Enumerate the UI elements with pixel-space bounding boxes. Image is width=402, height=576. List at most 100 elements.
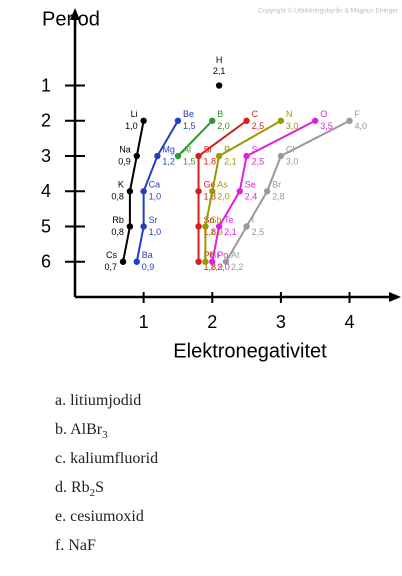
point	[209, 258, 216, 265]
point	[195, 152, 202, 160]
element-label: Sr	[149, 215, 158, 225]
point	[154, 152, 161, 160]
element-label: As	[217, 180, 228, 190]
value-label: 2,0	[217, 262, 230, 272]
point	[215, 223, 223, 230]
element-label: Ge	[204, 180, 216, 190]
element-label: Se	[245, 180, 256, 190]
x-axis-label: Elektronegativitet	[173, 340, 327, 362]
point	[209, 117, 216, 124]
element-label: F	[355, 109, 361, 119]
element-label: Na	[119, 144, 131, 154]
element-label: P	[224, 144, 230, 154]
value-label: 3,0	[286, 121, 299, 131]
value-label: 1,8	[204, 156, 217, 166]
element-label: N	[286, 109, 293, 119]
point	[195, 223, 202, 230]
element-label: Ba	[142, 250, 153, 260]
value-label: 1,9	[210, 262, 223, 272]
point	[202, 258, 209, 265]
value-label: 2,8	[272, 192, 285, 202]
list-item: c. kaliumfluorid	[55, 444, 158, 473]
element-label: C	[252, 109, 259, 119]
element-label: Sn	[204, 215, 215, 225]
element-label: Sb	[210, 215, 221, 225]
element-label: Ca	[149, 180, 161, 190]
point	[202, 223, 209, 230]
element-label: Be	[183, 109, 194, 119]
x-tick-label: 4	[345, 312, 355, 332]
point	[195, 258, 202, 265]
point	[243, 117, 250, 124]
item-text: S	[95, 479, 105, 496]
value-label: 2,5	[252, 156, 265, 166]
element-label: Rb	[112, 215, 124, 225]
y-tick-label: 1	[41, 75, 51, 95]
list-item: b. AlBr3	[55, 415, 158, 444]
value-label: 0,7	[105, 262, 118, 272]
element-label: S	[252, 144, 258, 154]
item-text: a. litiumjodid	[55, 392, 142, 409]
element-label: Al	[183, 144, 191, 154]
item-text: d. Rb	[55, 479, 90, 496]
element-label: Mg	[162, 144, 175, 154]
point	[140, 223, 147, 230]
element-label: Cs	[106, 250, 117, 260]
element-label: H	[216, 55, 223, 65]
point	[119, 258, 127, 265]
x-tick-label: 2	[207, 312, 217, 332]
element-label: B	[217, 109, 223, 119]
element-label: I	[252, 215, 255, 225]
item-text: e. cesiumoxid	[55, 508, 144, 525]
value-label: 1,2	[162, 156, 175, 166]
subscript: 2	[89, 487, 96, 500]
y-tick-label: 6	[41, 252, 51, 272]
value-label: 2,2	[231, 262, 244, 272]
list-item: a. litiumjodid	[55, 386, 158, 415]
x-tick-label: 3	[276, 312, 286, 332]
point	[215, 152, 223, 160]
point	[133, 152, 140, 160]
value-label: 1,8	[204, 227, 217, 237]
value-label: 3,0	[286, 156, 299, 166]
item-text: b. AlBr	[55, 421, 103, 438]
value-label: 1,8	[204, 192, 217, 202]
value-label: 2,0	[217, 192, 230, 202]
value-label: 1,0	[125, 121, 138, 131]
point	[140, 188, 147, 195]
point	[312, 117, 319, 124]
value-label: 2,0	[217, 121, 230, 131]
point	[277, 117, 285, 124]
item-text: c. kaliumfluorid	[55, 450, 159, 467]
point	[236, 188, 243, 195]
point	[195, 188, 202, 195]
point	[133, 258, 140, 265]
series-line	[177, 120, 213, 157]
point	[346, 117, 353, 124]
value-label: 4,0	[355, 121, 368, 131]
value-label: 1,0	[149, 227, 162, 237]
point	[126, 188, 134, 195]
point	[174, 152, 182, 160]
y-tick-label: 5	[41, 216, 51, 236]
value-label: 0,9	[118, 156, 131, 166]
value-label: 1,5	[183, 121, 196, 131]
value-label: 0,9	[142, 262, 155, 272]
element-label: K	[118, 180, 124, 190]
value-label: 1,0	[149, 192, 162, 202]
point	[277, 152, 285, 160]
element-label: Si	[204, 144, 212, 154]
value-label: 0,8	[111, 192, 124, 202]
value-label: 1,8	[204, 262, 217, 272]
x-tick-label: 1	[139, 312, 149, 332]
element-label: Te	[224, 215, 234, 225]
point	[126, 223, 134, 230]
list-item: e. cesiumoxid	[55, 502, 158, 531]
point	[140, 117, 147, 124]
value-label: 2,4	[245, 192, 258, 202]
point	[263, 188, 271, 195]
chart: Copyright © Utbildningsbyrån & Magnus Eh…	[41, 7, 401, 362]
value-label: 0,8	[111, 227, 124, 237]
point	[209, 188, 216, 195]
element-label: Li	[131, 109, 138, 119]
